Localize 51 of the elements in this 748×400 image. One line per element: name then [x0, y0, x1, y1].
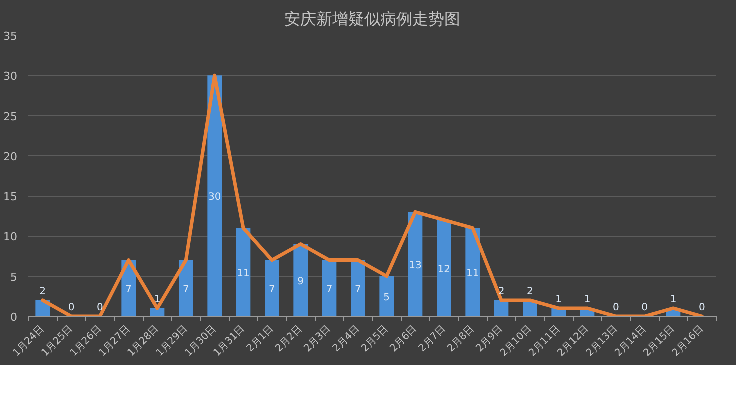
line-series [41, 74, 704, 316]
data-label: 0 [642, 302, 648, 314]
y-tick-label: 5 [10, 270, 18, 284]
data-label: 1 [154, 294, 161, 306]
x-tick-label: 2月5日 [360, 324, 391, 355]
bar [437, 220, 452, 316]
data-label: 1 [584, 294, 591, 306]
x-tick-label: 2月8日 [446, 324, 477, 355]
bar [208, 76, 222, 316]
data-label: 11 [237, 268, 250, 280]
y-tick-label: 20 [4, 150, 18, 164]
chart-title: 安庆新增疑似病例走势图 [284, 10, 460, 28]
data-label: 2 [40, 286, 46, 298]
data-label: 9 [298, 276, 304, 288]
y-tick-label: 25 [4, 110, 18, 124]
x-tick-label: 2月2日 [274, 324, 305, 355]
y-tick-label: 35 [4, 30, 18, 43]
bar [380, 276, 394, 316]
x-tick-label: 2月7日 [417, 324, 448, 355]
bar [236, 228, 251, 316]
bar [294, 244, 308, 316]
bar [179, 260, 194, 316]
data-label: 7 [354, 284, 362, 296]
bar [351, 260, 366, 316]
y-tick-label: 15 [4, 190, 18, 204]
y-tick-label: 30 [4, 70, 18, 84]
x-tick-label: 2月1日 [245, 324, 276, 355]
data-label: 1 [556, 294, 562, 306]
bar [466, 228, 480, 316]
data-label: 11 [466, 268, 480, 280]
data-label: 0 [612, 302, 620, 314]
data-label: 1 [670, 294, 677, 306]
data-label: 30 [208, 192, 222, 204]
data-label: 2 [526, 286, 534, 298]
data-label: 0 [68, 302, 75, 314]
x-tick-label: 2月6日 [388, 324, 420, 355]
data-label: 7 [126, 284, 132, 296]
y-tick-label: 0 [10, 311, 18, 324]
data-label: 7 [326, 284, 333, 296]
data-label: 0 [698, 302, 706, 314]
y-tick-label: 10 [4, 230, 18, 244]
data-label: 13 [409, 260, 422, 272]
data-label: 7 [268, 284, 276, 296]
bar [322, 260, 337, 316]
x-tick-label: 2月4日 [331, 324, 362, 355]
data-label: 7 [182, 284, 190, 296]
x-tick-label: 2月3日 [302, 324, 334, 355]
data-label: 12 [438, 264, 451, 276]
data-label: 0 [96, 302, 104, 314]
bar [265, 260, 280, 316]
data-label: 5 [384, 292, 390, 304]
